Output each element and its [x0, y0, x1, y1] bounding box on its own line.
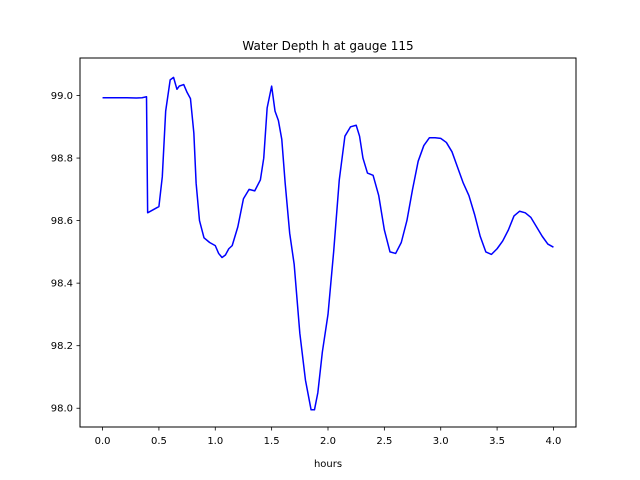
- y-tick-label: 98.2: [51, 341, 73, 352]
- x-tick-label: 3.0: [433, 436, 449, 447]
- x-tick-label: 3.5: [489, 436, 505, 447]
- y-axis: 98.0 98.2 98.4 98.6 98.8 99.0: [51, 91, 80, 415]
- x-axis: 0.0 0.5 1.0 1.5 2.0 2.5 3.0 3.5 4.0: [95, 427, 562, 447]
- y-tick-label: 98.0: [51, 404, 73, 415]
- x-tick-label: 2.5: [376, 436, 392, 447]
- series-line-0: [102, 76, 554, 411]
- x-tick-label: 0.5: [151, 436, 167, 447]
- x-tick-label: 1.0: [207, 436, 223, 447]
- x-axis-label: hours: [314, 459, 342, 470]
- x-tick-label: 1.5: [264, 436, 280, 447]
- y-tick-label: 99.0: [51, 91, 73, 102]
- chart-title: Water Depth h at gauge 115: [242, 39, 413, 53]
- series-layer: [102, 76, 554, 411]
- x-tick-label: 0.0: [95, 436, 111, 447]
- x-tick-label: 2.0: [320, 436, 336, 447]
- y-tick-label: 98.6: [51, 216, 73, 227]
- y-tick-label: 98.8: [51, 154, 73, 165]
- y-tick-label: 98.4: [51, 279, 73, 290]
- x-tick-label: 4.0: [546, 436, 562, 447]
